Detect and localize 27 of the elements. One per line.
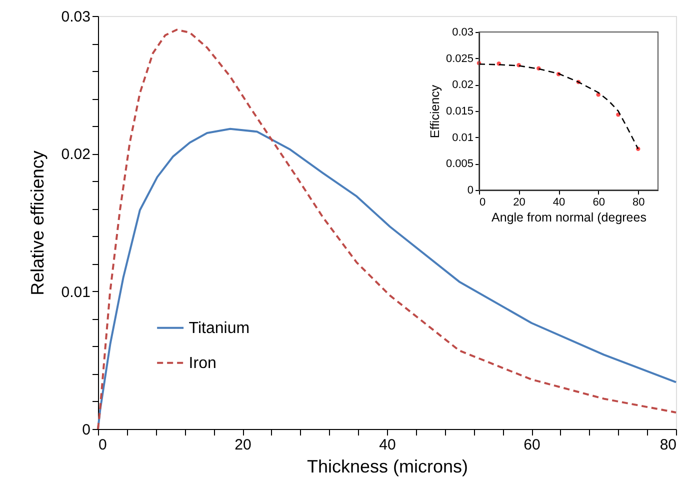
- x-axis-title: Angle from normal (degrees: [492, 210, 646, 224]
- x-tick-label: 0: [98, 436, 107, 454]
- y-tick-label: 0.005: [446, 158, 474, 170]
- x-axis-title: Thickness (microns): [306, 456, 468, 476]
- x-tick-label: 0: [480, 196, 486, 208]
- x-tick-label: 20: [234, 436, 252, 454]
- y-tick-label: 0.01: [452, 132, 474, 144]
- y-tick-label: 0.03: [452, 26, 474, 38]
- y-tick-label: 0.02: [452, 79, 474, 92]
- x-tick-label: 80: [632, 196, 645, 208]
- y-tick-label: 0.02: [61, 146, 90, 164]
- x-tick-label: 60: [592, 196, 605, 208]
- y-tick-label: 0.015: [446, 106, 474, 118]
- y-tick-label: 0.01: [61, 284, 90, 301]
- x-tick-label: 80: [660, 436, 676, 454]
- x-tick-label: 60: [524, 436, 540, 454]
- legend-label: Iron: [188, 354, 216, 372]
- x-tick-label: 20: [513, 196, 526, 208]
- y-axis-title: Relative efficiency: [27, 150, 48, 296]
- legend-label: Titanium: [188, 320, 250, 337]
- y-axis-title: Efficiency: [428, 84, 442, 138]
- y-tick-label: 0.03: [61, 8, 90, 26]
- y-tick-label: 0: [467, 184, 474, 196]
- x-tick-label: 40: [552, 196, 566, 208]
- y-tick-label: 0: [82, 422, 90, 438]
- y-tick-label: 0.025: [446, 52, 474, 65]
- x-tick-label: 40: [379, 436, 396, 454]
